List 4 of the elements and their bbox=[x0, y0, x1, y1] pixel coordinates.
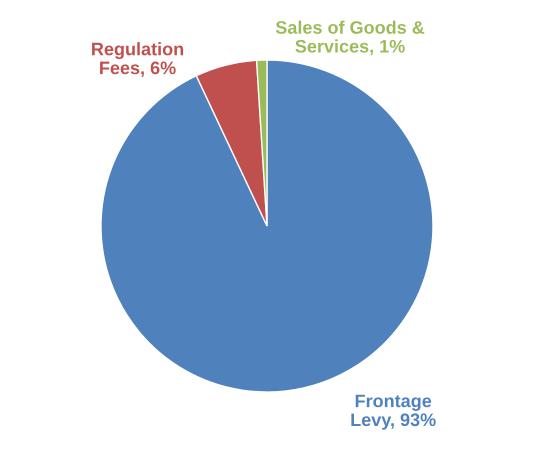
slice-label: Regulation Fees, 6% bbox=[92, 42, 184, 77]
pie-slice bbox=[100, 59, 434, 393]
slice-label: Sales of Goods & Services, 1% bbox=[276, 20, 424, 56]
slice-label: Frontage Levy, 93% bbox=[351, 394, 436, 430]
